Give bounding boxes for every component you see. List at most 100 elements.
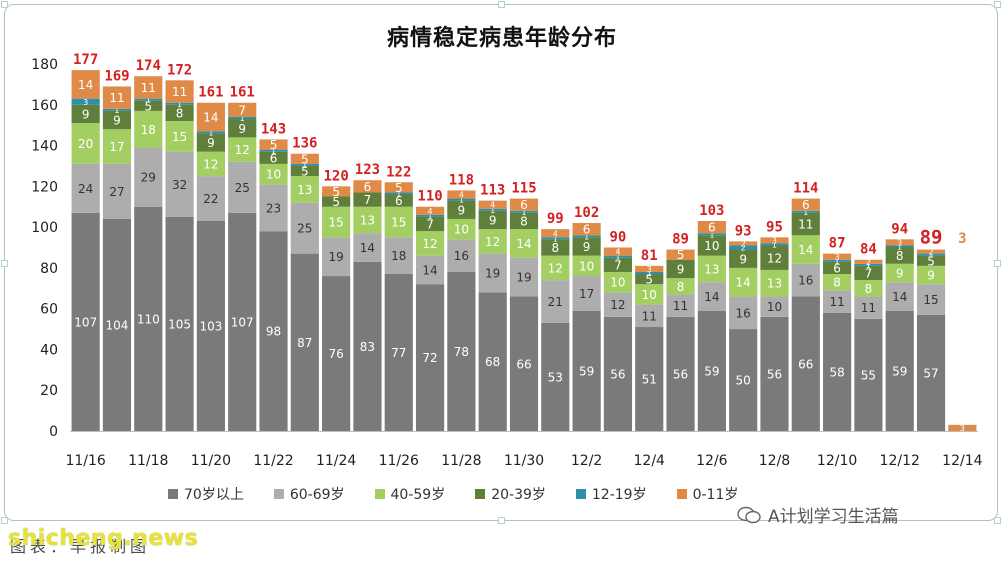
data-label: 1 [928, 251, 933, 260]
total-label: 81 [641, 248, 658, 264]
bar-segment [823, 261, 852, 275]
data-label: 19 [485, 267, 500, 281]
bar-segment [823, 274, 852, 291]
bar-segment [854, 296, 883, 319]
bar-segment [478, 200, 507, 209]
data-label: 5 [332, 185, 340, 199]
resize-handle[interactable] [498, 1, 505, 8]
bar-segment [666, 249, 695, 260]
bar-segment [102, 110, 132, 130]
data-label: 10 [704, 239, 719, 253]
wechat-account-name: A计划学习生活篇 [768, 507, 899, 527]
data-label: 6 [364, 180, 372, 194]
bar-segment [760, 269, 789, 297]
bar-segment [666, 316, 695, 431]
resize-handle[interactable] [994, 517, 1001, 524]
data-label: 10 [610, 276, 625, 290]
total-label: 172 [167, 62, 192, 78]
data-label: 51 [642, 373, 657, 387]
total-label: 136 [292, 136, 317, 152]
legend-item: 40-59岁 [374, 484, 445, 504]
bar-segment [478, 210, 507, 230]
bar-segment [572, 310, 601, 431]
bar-segment [290, 253, 319, 431]
data-label: 11 [861, 301, 876, 315]
data-label: 1 [177, 100, 182, 109]
data-label: 17 [579, 287, 594, 301]
data-label: 5 [395, 181, 403, 195]
data-label: 1 [866, 261, 871, 270]
total-label: 161 [198, 85, 223, 101]
bar-segment [165, 102, 194, 105]
bar-segment [478, 229, 507, 254]
data-label: 2 [928, 248, 933, 257]
bar-segment [384, 182, 413, 193]
resize-handle[interactable] [1, 260, 8, 267]
data-label: 6 [708, 221, 716, 235]
bar-segment [509, 198, 539, 211]
bar-segment [71, 123, 100, 164]
data-label: 19 [328, 250, 343, 264]
data-label: 24 [78, 182, 93, 196]
data-label: 15 [328, 216, 343, 230]
legend-swatch [374, 489, 385, 499]
total-label: 95 [766, 219, 783, 235]
bar-segment [635, 274, 664, 285]
data-label: 8 [551, 241, 559, 255]
data-label: 1 [490, 206, 495, 215]
data-label: 110 [137, 312, 160, 326]
resize-handle[interactable] [498, 517, 505, 524]
data-label: 9 [927, 269, 935, 283]
resize-handle[interactable] [1, 517, 8, 524]
data-label: 6 [583, 223, 591, 237]
bar-segment [791, 263, 820, 297]
bar-segment [885, 239, 914, 246]
bar-segment [666, 278, 695, 295]
data-label: 1 [772, 240, 777, 249]
x-tick-label: 11/28 [441, 453, 481, 469]
bar-segment [71, 70, 100, 99]
bar-segment [165, 104, 194, 122]
resize-handle[interactable] [994, 1, 1001, 8]
data-label: 5 [645, 273, 653, 287]
data-label: 9 [489, 214, 497, 228]
data-label: 1 [459, 196, 464, 205]
bar-segment [603, 247, 633, 256]
bar-segment [854, 280, 883, 297]
bar-segment [102, 86, 132, 109]
bar-segment [572, 235, 601, 238]
bar-segment [134, 147, 163, 207]
bar-segment [854, 263, 883, 266]
data-label: 8 [520, 215, 528, 229]
data-label: 8 [865, 282, 873, 296]
resize-handle[interactable] [994, 260, 1001, 267]
resize-handle[interactable] [1, 1, 8, 8]
bar-segment [228, 117, 257, 120]
data-label: 5 [301, 152, 309, 166]
bar-segment [760, 237, 789, 244]
bar-segment [447, 218, 476, 240]
data-label: 107 [231, 315, 254, 329]
bar-segment [71, 212, 100, 431]
bar-segment [165, 216, 194, 431]
bar-segment [729, 245, 758, 250]
data-label: 11 [141, 81, 156, 95]
data-label: 66 [516, 357, 531, 371]
data-label: 59 [704, 364, 719, 378]
y-tick-label: 0 [49, 424, 58, 440]
bar-segment [165, 121, 194, 152]
data-label: 14 [892, 290, 907, 304]
bar-segment [134, 206, 163, 431]
wechat-watermark: A计划学习生活篇 [736, 502, 899, 527]
data-label: 14 [203, 111, 218, 125]
wechat-icon [737, 506, 761, 523]
bar-segment [697, 310, 726, 431]
bar-segment [71, 163, 100, 213]
data-label: 14 [736, 276, 751, 290]
total-label: 99 [547, 211, 564, 227]
bar-segment [415, 255, 445, 285]
bar-segment [885, 245, 914, 248]
bar-segment [509, 210, 539, 213]
bar-segment [916, 255, 946, 266]
total-label: 113 [480, 183, 505, 199]
